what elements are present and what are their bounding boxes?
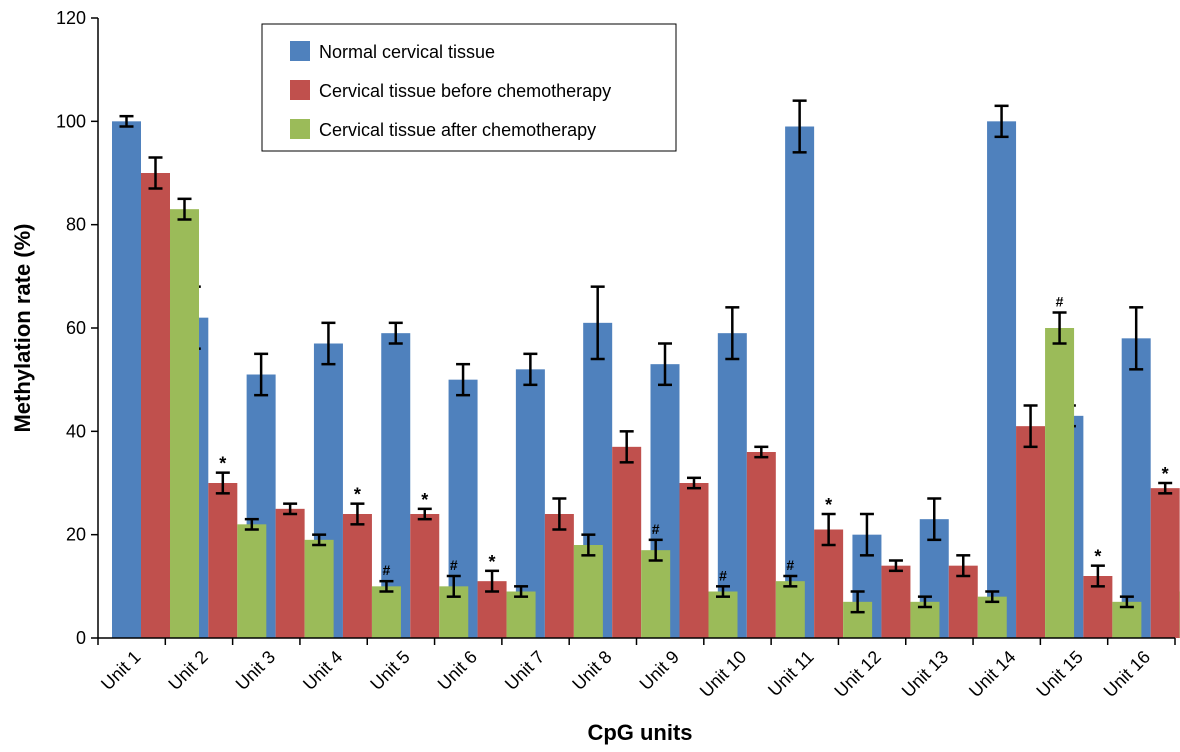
bar: [112, 121, 141, 639]
hash-marker: #: [786, 557, 794, 573]
bar: [237, 524, 267, 638]
y-axis-title: Methylation rate (%): [10, 223, 35, 432]
x-category-label: Unit 16: [1100, 647, 1154, 701]
y-tick-label: 80: [66, 215, 86, 235]
asterisk-marker: *: [219, 454, 226, 474]
legend-entry-label: Normal cervical tissue: [319, 42, 495, 62]
axes: [97, 18, 1175, 639]
hash-marker: #: [719, 567, 727, 583]
bar: [1150, 488, 1180, 638]
bar: [785, 126, 815, 638]
bar: [948, 565, 978, 638]
plot-area: 0 20 40 60 80 100 120 Unit 1 Unit 2 Unit 3 Unit 4 U…: [56, 8, 1180, 701]
asterisk-marker: *: [354, 485, 361, 505]
asterisk-marker: *: [489, 552, 496, 572]
x-category-label: Unit 9: [636, 647, 683, 694]
y-tick-label: 120: [56, 8, 86, 28]
bar: [410, 514, 440, 638]
x-category-label: Unit 7: [501, 647, 548, 694]
x-category-label: Unit 11: [764, 647, 818, 701]
x-category-label: Unit 5: [366, 647, 413, 694]
hash-marker: #: [383, 562, 391, 578]
legend-entry-label: Cervical tissue after chemotherapy: [319, 120, 596, 140]
bar: [1121, 338, 1151, 638]
legend-swatch: [290, 119, 310, 139]
asterisk-marker: *: [1094, 547, 1101, 567]
x-category-label: Unit 15: [1032, 647, 1086, 701]
bar: [544, 514, 574, 638]
bar: [1045, 328, 1075, 638]
bar: [371, 586, 401, 638]
bar: [679, 483, 709, 638]
legend-swatch: [290, 41, 310, 61]
x-category-label: Unit 8: [568, 647, 615, 694]
bar: [342, 514, 372, 638]
y-tick-label: 100: [56, 111, 86, 131]
bar: [775, 581, 805, 638]
bar: [881, 565, 911, 638]
bar: [506, 591, 536, 638]
asterisk-marker: *: [825, 495, 832, 515]
y-tick-label: 0: [76, 628, 86, 648]
asterisk-marker: *: [1162, 464, 1169, 484]
bar: [746, 452, 776, 638]
x-category-label: Unit 6: [434, 647, 481, 694]
bar: [612, 446, 642, 638]
x-axis-title: CpG units: [587, 720, 692, 745]
bar: [141, 173, 170, 638]
x-category-label: Unit 10: [696, 647, 750, 701]
legend-entry-label: Cervical tissue before chemotherapy: [319, 81, 611, 101]
x-category-label: Unit 2: [164, 647, 211, 694]
x-category-label: Unit 12: [830, 647, 884, 701]
bar: [573, 545, 603, 638]
bar: [987, 121, 1017, 639]
legend-box: [261, 23, 677, 152]
y-tick-label: 20: [66, 525, 86, 545]
hash-marker: #: [450, 557, 458, 573]
bar: [1016, 426, 1046, 638]
hash-marker: #: [652, 521, 660, 537]
bar: [641, 550, 671, 638]
x-category-label: Unit 4: [299, 647, 346, 694]
y-tick-label: 60: [66, 318, 86, 338]
asterisk-marker: *: [421, 490, 428, 510]
x-category-label: Unit 14: [965, 647, 1019, 701]
hash-marker: #: [1056, 294, 1064, 310]
bar: [275, 508, 305, 638]
bar: [977, 596, 1007, 638]
legend: Normal cervical tissue Cervical tissue be…: [261, 23, 677, 152]
bar: [304, 539, 334, 638]
bar: [170, 209, 199, 638]
bar: [208, 483, 238, 638]
x-category-label: Unit 3: [232, 647, 279, 694]
x-category-label: Unit 1: [97, 647, 144, 694]
legend-swatch: [290, 80, 310, 100]
y-tick-label: 40: [66, 421, 86, 441]
bar: [708, 591, 738, 638]
bar: [814, 529, 844, 638]
x-category-label: Unit 13: [898, 647, 952, 701]
